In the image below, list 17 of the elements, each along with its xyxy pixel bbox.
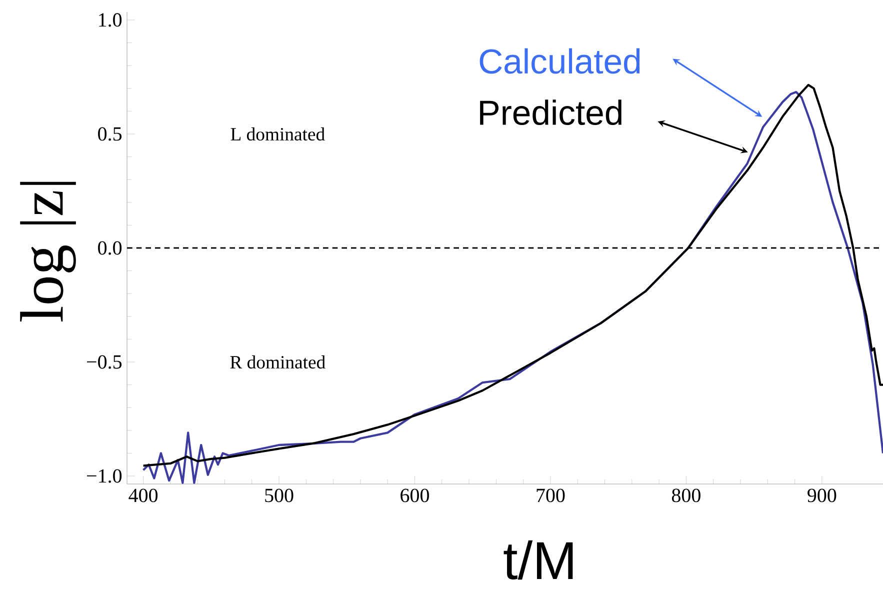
annotation: R dominated <box>230 355 326 369</box>
x-tick-label: 900 <box>808 488 836 502</box>
legend-label: Predicted <box>480 100 622 126</box>
y-tick-label: −1.0 <box>87 469 122 483</box>
x-tick-label: 500 <box>265 488 294 502</box>
x-tick-label: 700 <box>536 488 565 502</box>
x-tick-label: 400 <box>128 488 158 502</box>
y-axis-title: log |z| <box>20 182 76 322</box>
x-tick-label: 800 <box>672 488 700 502</box>
x-axis-title: t/M <box>504 540 573 580</box>
x-tick-label: 600 <box>400 488 429 502</box>
text: Calculated <box>480 48 640 74</box>
y-tick-label: 0.0 <box>98 241 122 255</box>
y-tick-label: 0.5 <box>98 127 122 141</box>
annotation: L dominated <box>230 127 325 141</box>
y-tick-label: −0.5 <box>87 355 122 369</box>
y-tick-label: 1.0 <box>99 13 122 27</box>
